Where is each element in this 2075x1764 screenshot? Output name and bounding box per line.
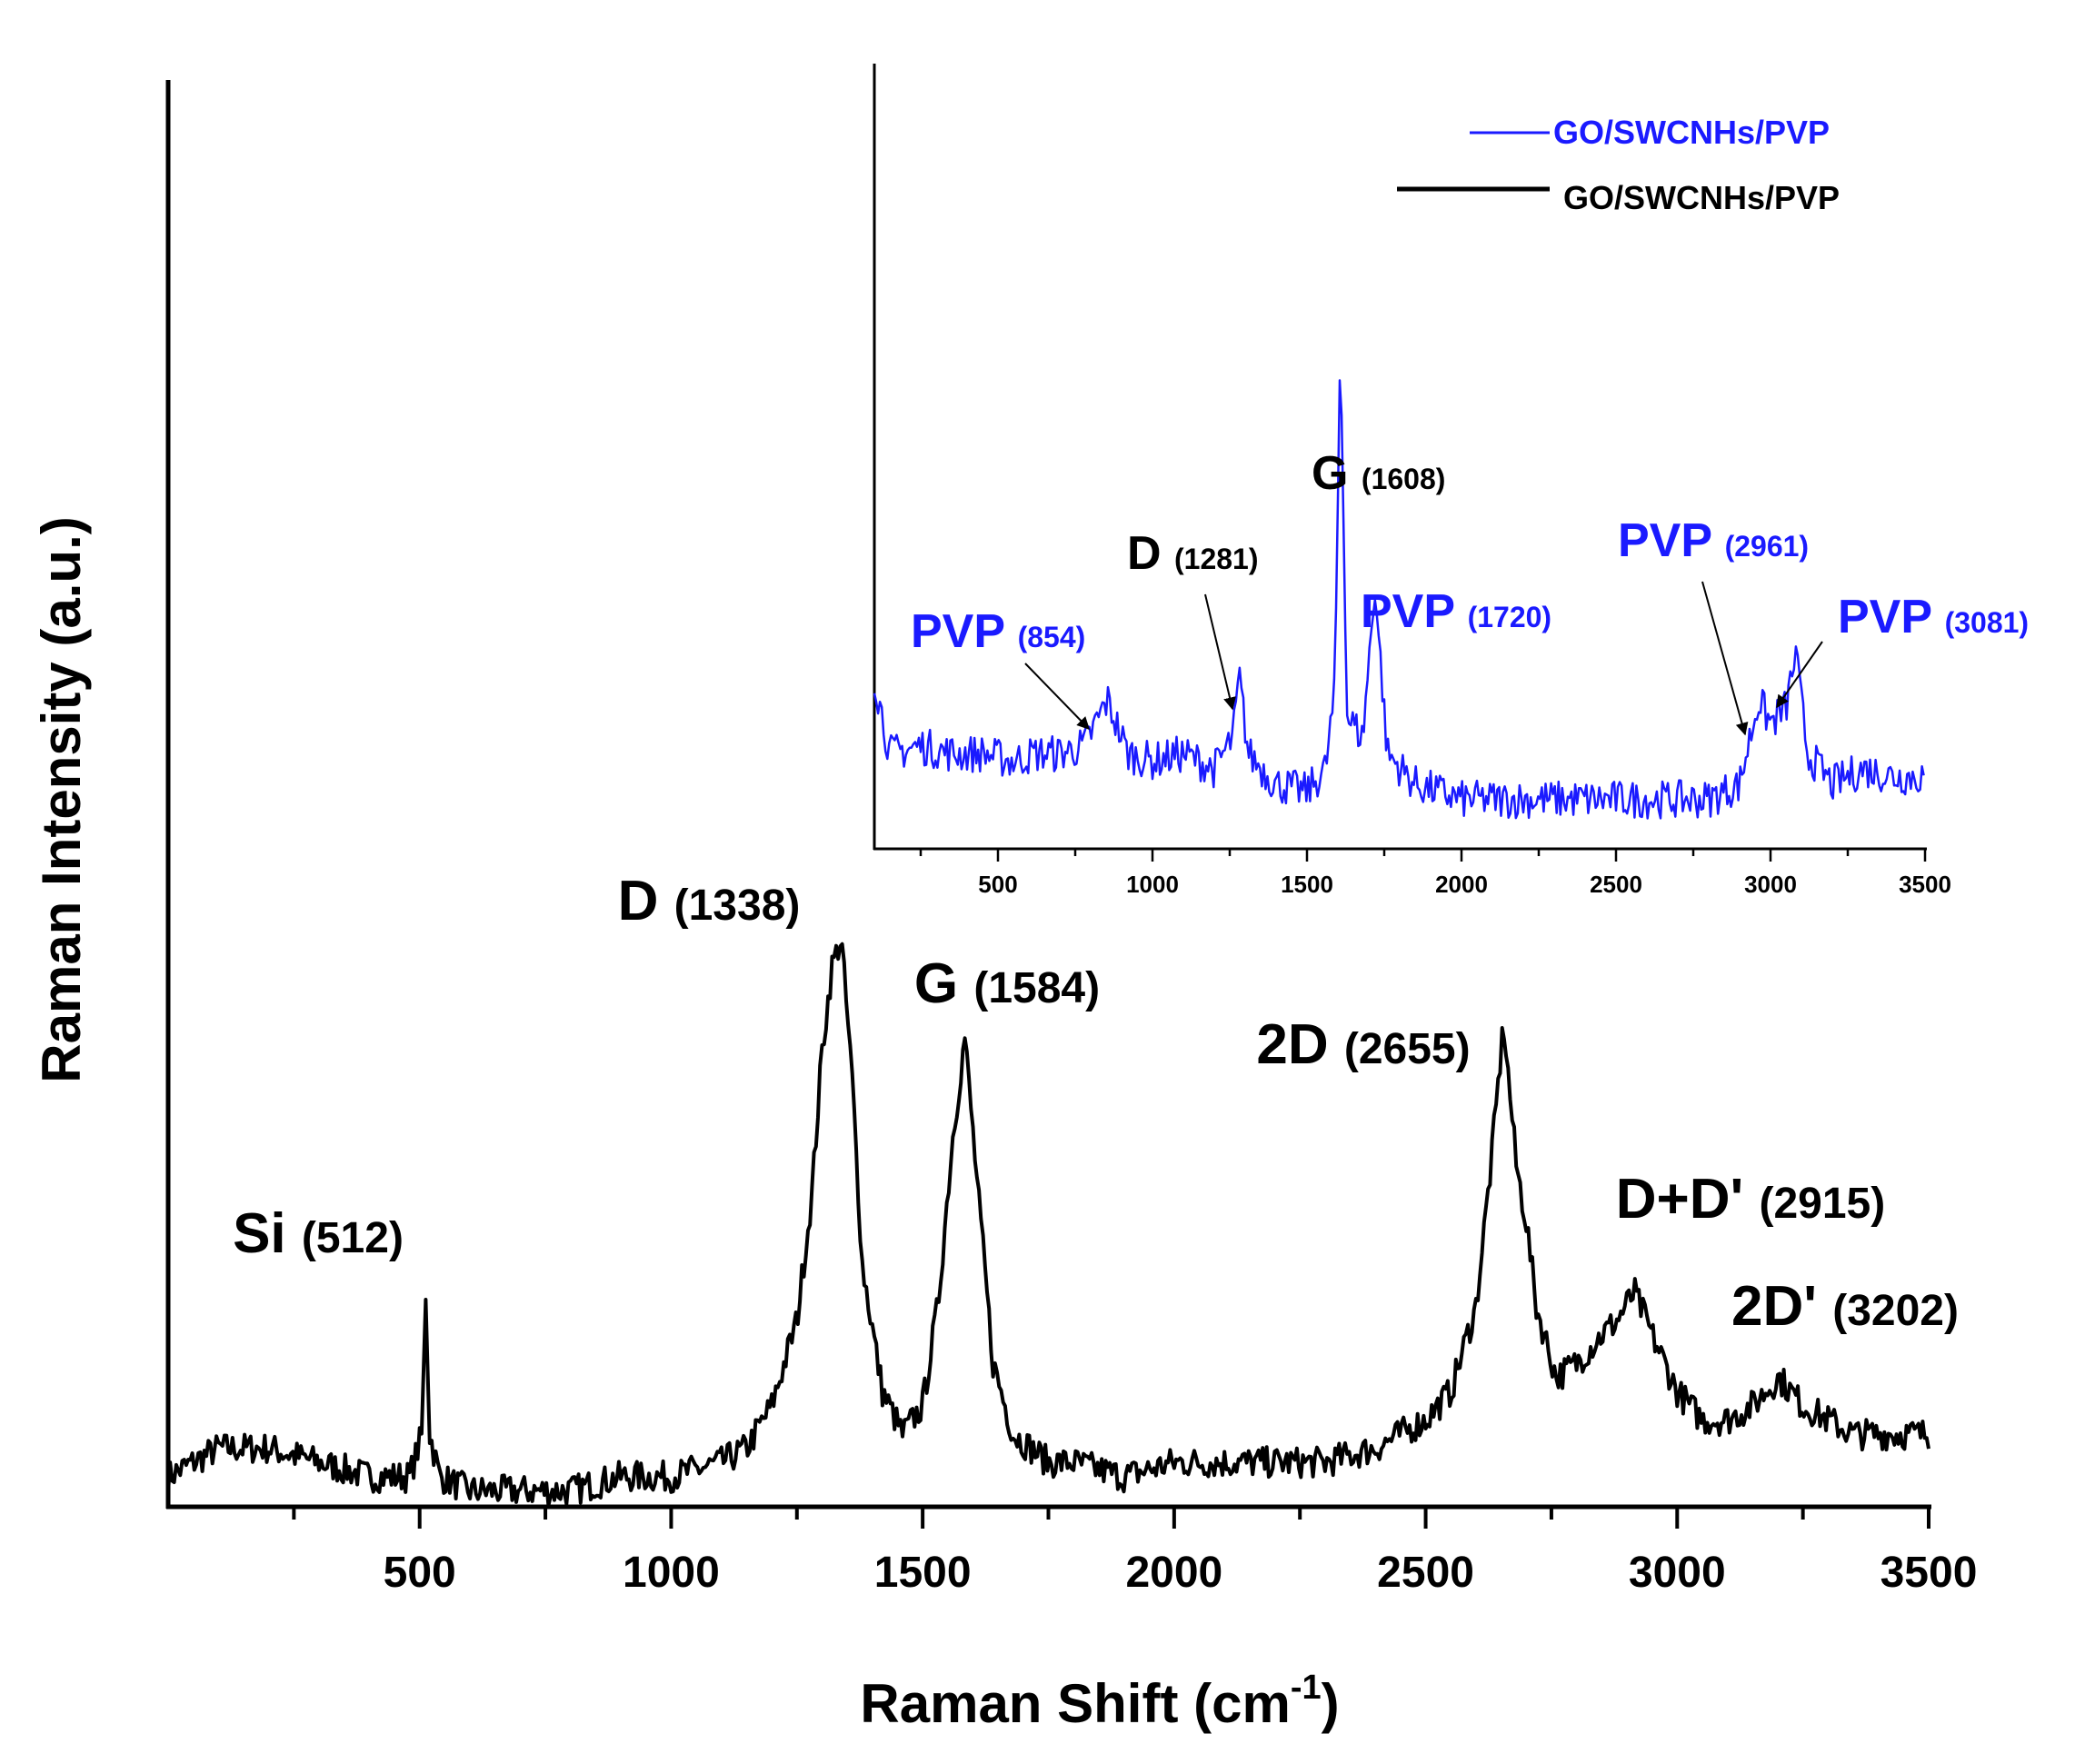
peak-name: D (618, 870, 674, 932)
peak-name: G (1312, 447, 1362, 500)
main-tick-label: 1500 (874, 1549, 972, 1597)
inset-tick-label: 3000 (1744, 871, 1797, 898)
legend-entry-blue: GO/SWCNHs/PVP (1553, 114, 1830, 151)
main-x-axis-label-sup: -1 (1291, 1669, 1322, 1707)
main-x-axis-label: Raman Shift (cm-1) (860, 1669, 1339, 1734)
peak-name: 2D (1256, 1013, 1343, 1076)
inset-chart: 500 1000 1500 2000 2500 3000 3500 PVP (854) D (… (873, 64, 2029, 898)
peak-name: PVP (1361, 585, 1468, 638)
peak-value: (1338) (674, 882, 801, 930)
main-chart: 500 1000 1500 2000 2500 3000 3500 Si (512) D (1… (31, 80, 1977, 1734)
inset-tick-label: 2500 (1590, 871, 1642, 898)
main-tick-label: 2500 (1377, 1549, 1474, 1597)
legend-entry-black: GO/SWCNHs/PVP (1563, 179, 1840, 216)
inset-x-tick-labels: 500 1000 1500 2000 2500 3000 3500 (978, 871, 1951, 898)
inset-peak-labels: PVP (854)D (1281)G (1608)PVP (1720)PVP (… (911, 447, 2029, 736)
peak-value: (3081) (1945, 606, 2030, 639)
main-peak-label: D (1338) (618, 870, 801, 932)
peak-name: Si (233, 1202, 302, 1265)
inset-legend: GO/SWCNHs/PVP GO/SWCNHs/PVP (1397, 114, 1840, 216)
peak-name: 2D' (1731, 1275, 1832, 1338)
main-peak-label: D+D' (2915) (1616, 1168, 1885, 1231)
main-peak-label: 2D' (3202) (1731, 1275, 1959, 1338)
main-x-tick-labels: 500 1000 1500 2000 2500 3000 3500 (384, 1549, 1978, 1597)
main-spectrum-line (166, 942, 1930, 1508)
peak-value: (2961) (1725, 530, 1810, 563)
main-y-axis-label: Raman Intensity (a.u.) (31, 516, 92, 1082)
main-x-ticks (292, 1507, 1930, 1529)
peak-value: (854) (1018, 621, 1086, 653)
main-peak-label: 2D (2655) (1256, 1013, 1470, 1076)
peak-value: (512) (302, 1214, 404, 1262)
peak-value: (2915) (1759, 1180, 1885, 1228)
peak-name: D (1127, 527, 1174, 580)
peak-value: (1720) (1468, 601, 1552, 633)
peak-value: (1281) (1174, 543, 1259, 575)
main-tick-label: 3500 (1880, 1549, 1978, 1597)
annotation-arrow (1204, 593, 1236, 711)
inset-x-ticks (919, 849, 1927, 862)
inset-peak-label: PVP (854) (911, 605, 1085, 658)
peak-name: PVP (1618, 514, 1725, 567)
inset-peak-label: D (1281) (1127, 527, 1259, 580)
inset-tick-label: 1500 (1281, 871, 1333, 898)
main-peak-label: Si (512) (233, 1202, 404, 1265)
inset-tick-label: 3500 (1899, 871, 1951, 898)
inset-peak-label: PVP (2961) (1618, 514, 1809, 567)
inset-spectrum-line (873, 379, 1925, 820)
main-x-axis-label-close: ) (1322, 1673, 1340, 1734)
inset-peak-label: PVP (3081) (1838, 591, 2029, 643)
annotation-arrow (1776, 641, 1823, 709)
peak-value: (1584) (973, 964, 1100, 1012)
peak-value: (1608) (1362, 463, 1446, 495)
peak-value: (3202) (1832, 1287, 1959, 1335)
main-peak-label: G (1584) (914, 952, 1100, 1015)
peak-value: (2655) (1344, 1025, 1471, 1073)
inset-tick-label: 2000 (1435, 871, 1488, 898)
inset-peak-label: G (1608) (1312, 447, 1445, 500)
main-tick-label: 2000 (1125, 1549, 1222, 1597)
peak-name: D+D' (1616, 1168, 1760, 1231)
inset-tick-label: 1000 (1126, 871, 1179, 898)
inset-peak-label: PVP (1720) (1361, 585, 1551, 638)
peak-name: G (914, 952, 973, 1015)
peak-name: PVP (1838, 591, 1945, 643)
annotation-arrow (1024, 663, 1090, 731)
main-peak-labels: Si (512) D (1338) G (1584) 2D (2655) D+D' (2… (233, 870, 1959, 1338)
inset-tick-label: 500 (978, 871, 1017, 898)
main-tick-label: 3000 (1629, 1549, 1726, 1597)
main-x-axis-label-text: Raman Shift (cm (860, 1673, 1290, 1734)
annotation-arrow (1701, 581, 1749, 736)
main-tick-label: 500 (384, 1549, 456, 1597)
peak-name: PVP (911, 605, 1018, 658)
main-tick-label: 1000 (623, 1549, 720, 1597)
